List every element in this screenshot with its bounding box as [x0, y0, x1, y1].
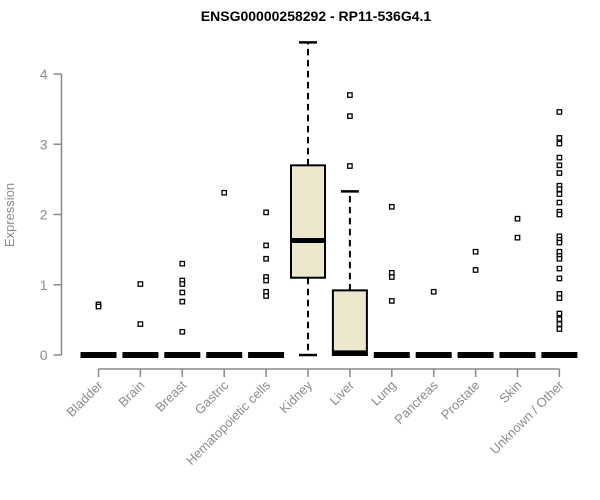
- outlier-point: [347, 113, 353, 119]
- outlier-point: [514, 215, 521, 222]
- outlier-point: [179, 260, 186, 267]
- box-group: [206, 189, 243, 358]
- box-group: [80, 301, 117, 358]
- outlier-point: [556, 316, 563, 323]
- outlier-point: [137, 321, 144, 327]
- outlier-point: [137, 281, 144, 287]
- outlier-point: [347, 92, 353, 98]
- box-group: [415, 288, 452, 358]
- collapsed-box: [164, 352, 201, 358]
- outlier-point: [556, 199, 563, 206]
- collapsed-box: [499, 352, 536, 358]
- outlier-point: [179, 281, 186, 287]
- outlier-point: [556, 162, 563, 169]
- outlier-point: [556, 140, 563, 147]
- outlier-point: [556, 211, 563, 218]
- x-tick-label: Prostate: [438, 378, 483, 423]
- outlier-point: [556, 186, 563, 193]
- outlier-point: [388, 298, 395, 304]
- box-group: [457, 248, 494, 358]
- outlier-point: [556, 295, 563, 301]
- outlier-point: [263, 293, 269, 299]
- box-group: [499, 215, 536, 358]
- outlier-point: [179, 298, 186, 305]
- outlier-point: [263, 277, 269, 284]
- collapsed-box: [457, 352, 494, 358]
- x-tick-label: Pancreas: [391, 377, 441, 427]
- x-tick-label: Kidney: [276, 377, 315, 416]
- outlier-point: [556, 135, 563, 141]
- box-group: [164, 260, 201, 358]
- box-group: [290, 41, 326, 357]
- box-group: [541, 109, 578, 358]
- outlier-point: [556, 239, 563, 246]
- collapsed-box: [122, 352, 159, 358]
- x-tick-label: Unknown / Other: [487, 377, 567, 457]
- outlier-point: [388, 274, 395, 280]
- x-tick-label: Liver: [326, 377, 357, 408]
- collapsed-box: [80, 352, 117, 358]
- y-tick-label: 2: [40, 207, 48, 223]
- y-tick-label: 0: [40, 347, 48, 363]
- box-group: [248, 209, 285, 358]
- box-group: [122, 281, 159, 358]
- outlier-point: [556, 326, 563, 332]
- collapsed-box: [373, 352, 410, 358]
- outlier-point: [221, 189, 228, 196]
- box-group: [331, 92, 368, 356]
- outlier-point: [514, 234, 521, 241]
- box-group: [373, 203, 410, 358]
- collapsed-box: [206, 352, 243, 358]
- outlier-point: [95, 303, 102, 310]
- outlier-point: [179, 289, 186, 296]
- outlier-point: [430, 288, 437, 295]
- outlier-point: [263, 209, 269, 216]
- chart-title: ENSG00000258292 - RP11-536G4.1: [201, 8, 432, 24]
- outlier-point: [556, 109, 563, 115]
- box-rect: [331, 289, 368, 356]
- x-tick-label: Bladder: [63, 377, 106, 420]
- outlier-point: [263, 255, 269, 262]
- x-tick-label: Gastric: [192, 377, 232, 417]
- y-tick-label: 1: [40, 277, 48, 293]
- outlier-point: [347, 163, 353, 169]
- y-tick-label: 4: [40, 66, 48, 82]
- y-tick-label: 3: [40, 136, 48, 152]
- collapsed-box: [248, 352, 285, 358]
- outlier-point: [556, 154, 563, 161]
- outlier-point: [472, 267, 479, 273]
- outlier-point: [179, 328, 186, 335]
- x-tick-label: Skin: [496, 378, 524, 406]
- x-tick-label: Brain: [115, 378, 147, 410]
- outlier-point: [556, 170, 563, 176]
- outlier-point: [556, 191, 563, 197]
- outlier-point: [472, 248, 479, 255]
- outlier-point: [388, 203, 395, 210]
- outlier-point: [556, 265, 563, 272]
- outlier-point: [556, 275, 563, 282]
- outlier-point: [263, 242, 269, 249]
- box-rect: [290, 164, 326, 279]
- outlier-point: [556, 310, 563, 317]
- collapsed-box: [541, 352, 578, 358]
- x-tick-label: Breast: [152, 377, 189, 414]
- collapsed-box: [415, 352, 452, 358]
- outlier-point: [556, 255, 563, 262]
- x-tick-label: Lung: [368, 378, 399, 409]
- outlier-point: [556, 321, 563, 327]
- y-axis-title: Expression: [2, 183, 17, 247]
